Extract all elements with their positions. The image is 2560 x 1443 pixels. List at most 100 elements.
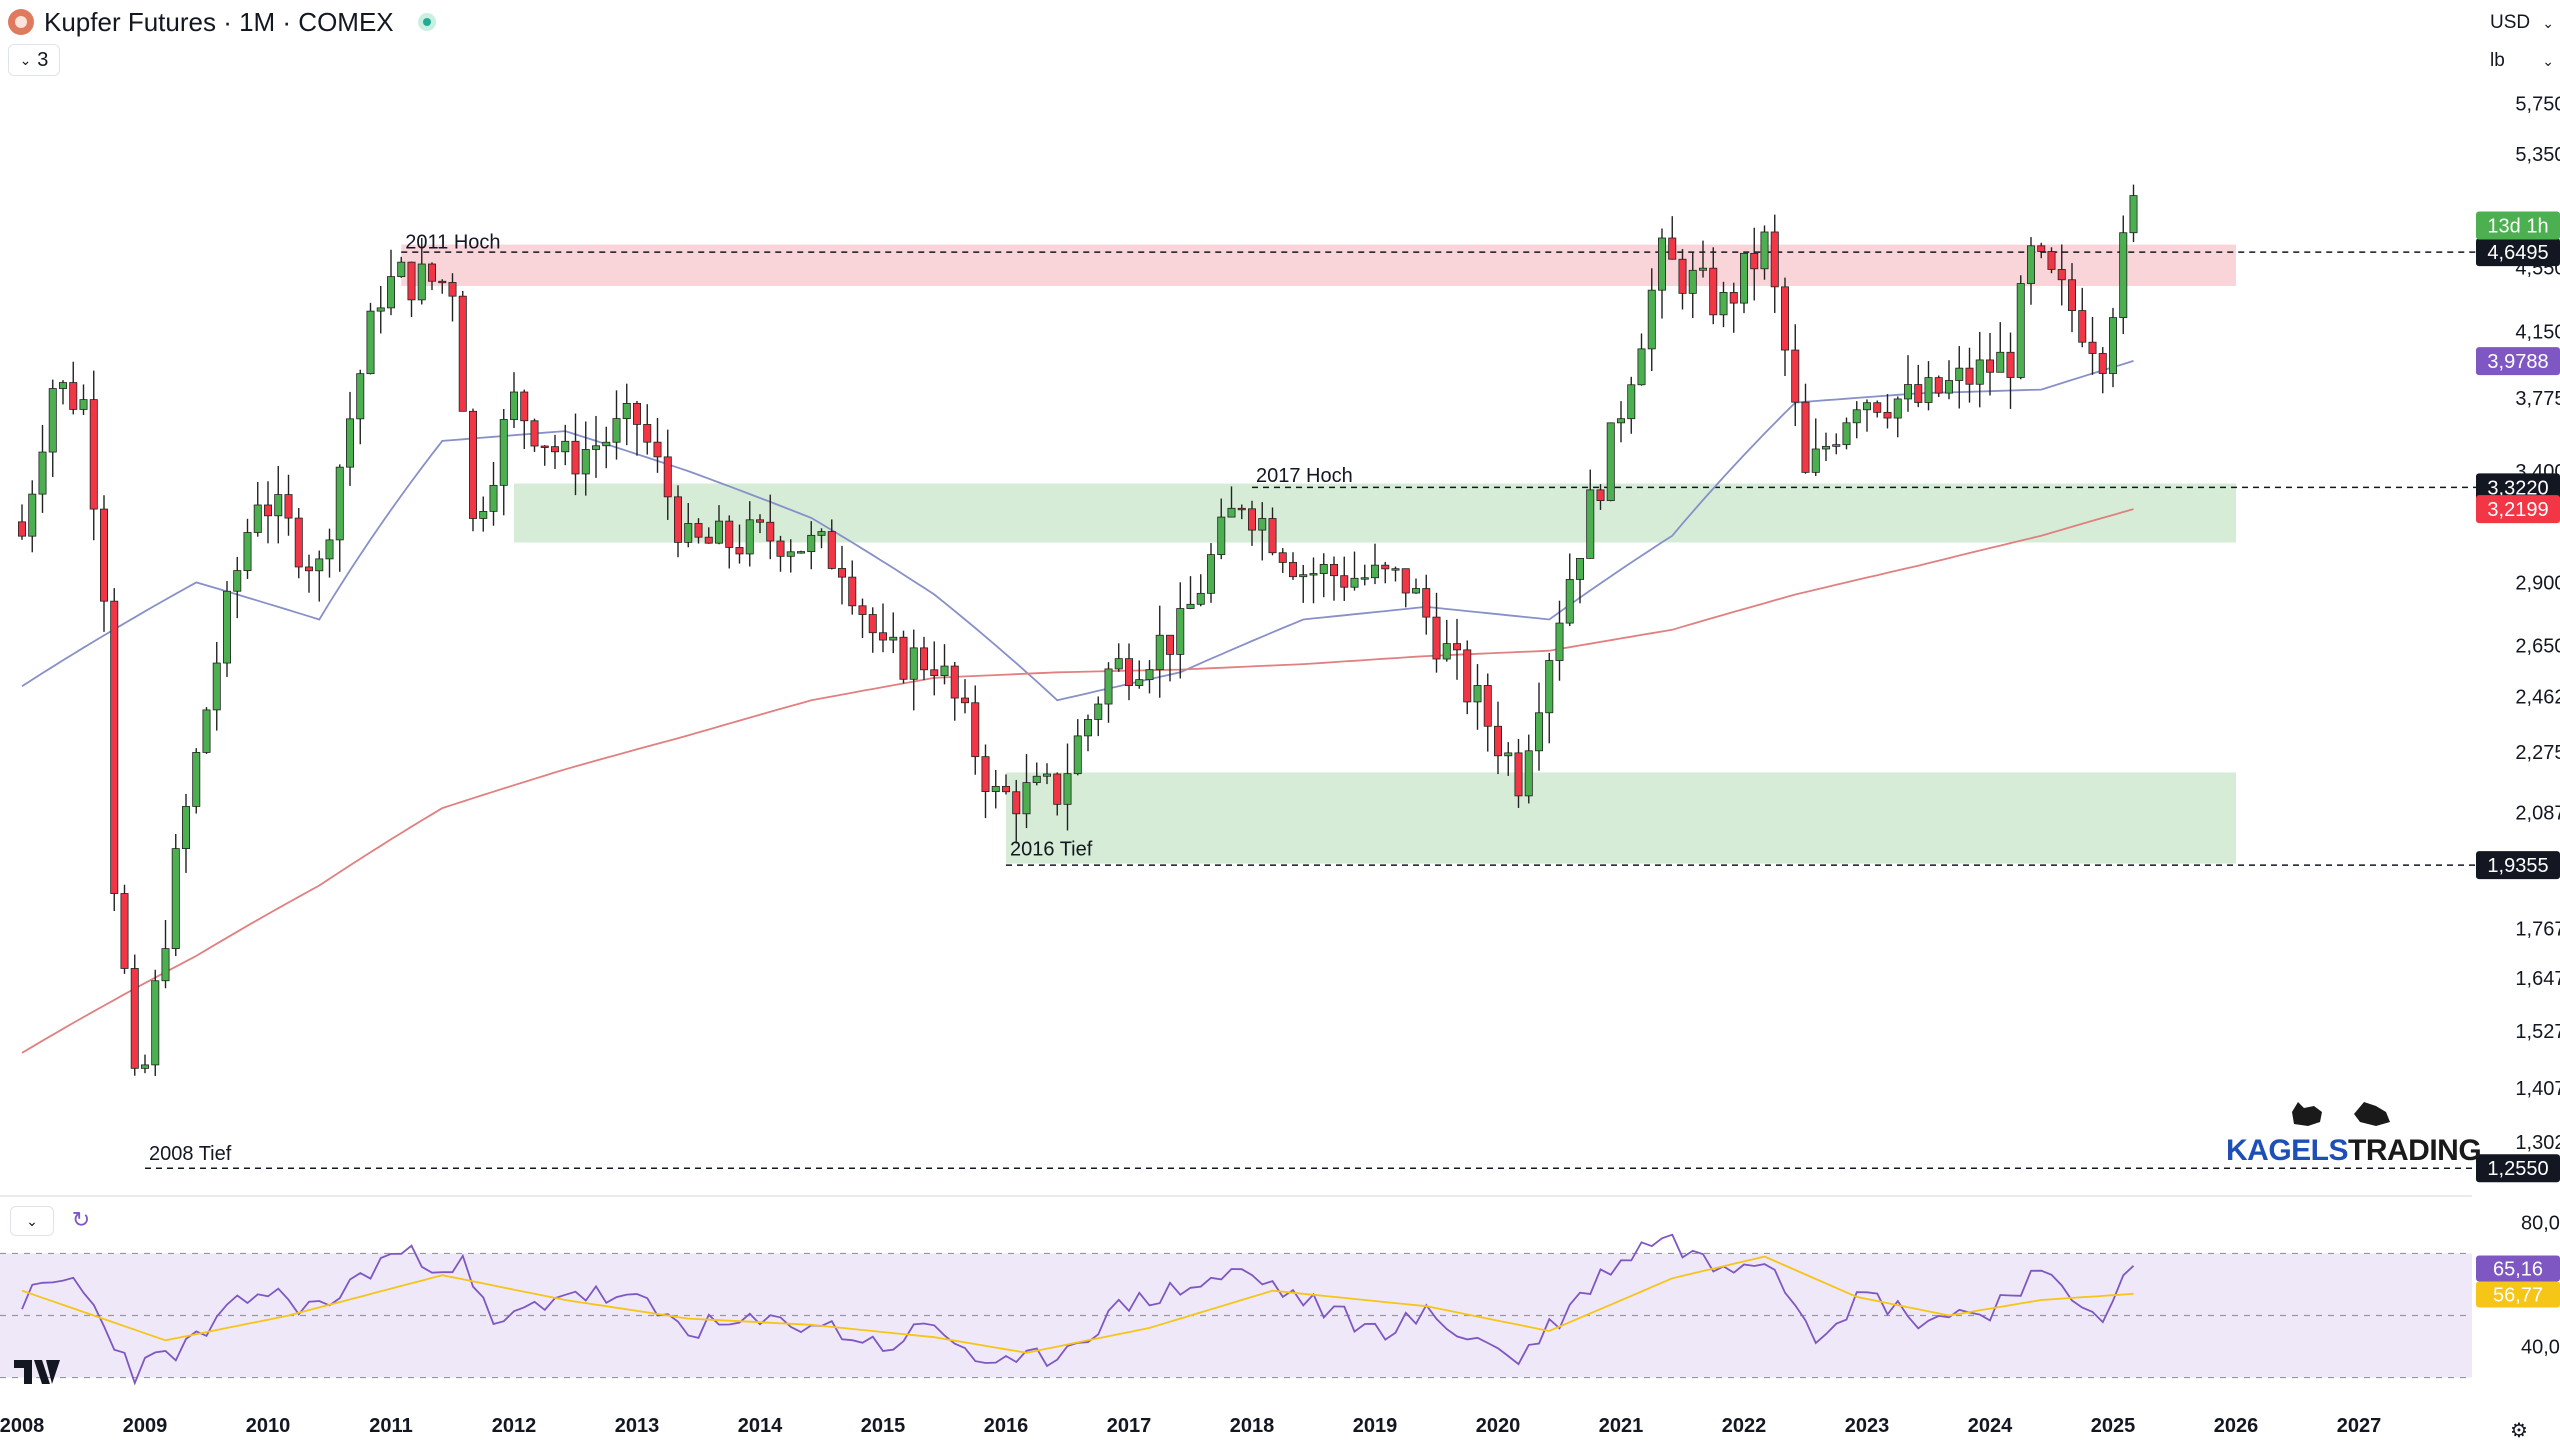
candle-body[interactable] (1330, 564, 1339, 577)
candle-body[interactable] (1760, 231, 1769, 270)
candle-body[interactable] (1750, 252, 1759, 270)
candle-body[interactable] (202, 709, 211, 753)
candle-body[interactable] (274, 494, 283, 517)
candle-body[interactable] (1391, 568, 1400, 571)
candle-body[interactable] (1371, 564, 1380, 579)
candle-body[interactable] (192, 752, 201, 807)
candle-body[interactable] (2108, 317, 2117, 374)
candle-body[interactable] (1483, 685, 1492, 727)
candle-body[interactable] (1668, 237, 1677, 260)
candle-body[interactable] (684, 523, 693, 543)
candle-body[interactable] (592, 445, 601, 450)
candle-body[interactable] (130, 968, 139, 1069)
candle-body[interactable] (161, 948, 170, 982)
candle-body[interactable] (489, 484, 498, 512)
candle-body[interactable] (581, 449, 590, 475)
candle-body[interactable] (448, 282, 457, 297)
candle-body[interactable] (479, 510, 488, 519)
candle-body[interactable] (1401, 568, 1410, 594)
candle-body[interactable] (1155, 634, 1164, 671)
candle-body[interactable] (233, 570, 242, 592)
candle-body[interactable] (315, 558, 324, 572)
candle-body[interactable] (961, 697, 970, 704)
candle-body[interactable] (151, 980, 160, 1066)
candle-body[interactable] (766, 521, 775, 542)
candle-body[interactable] (1453, 643, 1462, 651)
candle-body[interactable] (1094, 703, 1103, 720)
candle-body[interactable] (1832, 444, 1841, 447)
rsi-settings-button[interactable]: ↻ (66, 1206, 96, 1234)
candle-body[interactable] (1012, 791, 1021, 815)
candle-body[interactable] (1053, 773, 1062, 805)
candle-body[interactable] (181, 806, 190, 850)
rsi-ma-line[interactable] (21, 1255, 2134, 1354)
candle-body[interactable] (1637, 348, 1646, 386)
candle-body[interactable] (263, 504, 272, 517)
candle-body[interactable] (1309, 573, 1318, 576)
candle-body[interactable] (950, 665, 959, 699)
candle-body[interactable] (1688, 269, 1697, 294)
candle-body[interactable] (1934, 377, 1943, 394)
candle-body[interactable] (1145, 669, 1154, 681)
candle-body[interactable] (551, 446, 560, 453)
candle-body[interactable] (1955, 367, 1964, 381)
candle-body[interactable] (622, 402, 631, 419)
candle-body[interactable] (366, 310, 375, 375)
candle-body[interactable] (140, 1064, 149, 1069)
candle-body[interactable] (386, 276, 395, 309)
candle-body[interactable] (335, 466, 344, 541)
candle-body[interactable] (2098, 353, 2107, 374)
candle-body[interactable] (120, 893, 129, 969)
candle-body[interactable] (1770, 231, 1779, 288)
candle-body[interactable] (1248, 508, 1257, 531)
candle-body[interactable] (1002, 785, 1011, 793)
candle-body[interactable] (889, 636, 898, 641)
candle-body[interactable] (1022, 782, 1031, 815)
candle-body[interactable] (899, 636, 908, 680)
candle-body[interactable] (838, 568, 847, 578)
candle-body[interactable] (663, 456, 672, 498)
candle-body[interactable] (1873, 402, 1882, 413)
candle-body[interactable] (1893, 398, 1902, 419)
candle-body[interactable] (1524, 750, 1533, 797)
candle-body[interactable] (2047, 251, 2056, 270)
candle-body[interactable] (397, 261, 406, 278)
candle-body[interactable] (1442, 643, 1451, 660)
candle-body[interactable] (48, 388, 57, 453)
candle-body[interactable] (294, 517, 303, 568)
candle-body[interactable] (1299, 574, 1308, 578)
candle-body[interactable] (1842, 422, 1851, 446)
candle-body[interactable] (1729, 292, 1738, 304)
candle-body[interactable] (417, 263, 426, 301)
candle-body[interactable] (1627, 384, 1636, 420)
candle-body[interactable] (79, 399, 88, 410)
candle-body[interactable] (1576, 558, 1585, 580)
candle-body[interactable] (1073, 735, 1082, 775)
candle-body[interactable] (1104, 668, 1113, 705)
chart-title[interactable]: Kupfer Futures · 1M · COMEX (44, 6, 394, 37)
candle-body[interactable] (325, 539, 334, 560)
candle-body[interactable] (653, 441, 662, 458)
candle-body[interactable] (407, 261, 416, 301)
candle-body[interactable] (468, 410, 477, 519)
candle-body[interactable] (694, 523, 703, 538)
candle-body[interactable] (1658, 237, 1667, 291)
candle-body[interactable] (612, 418, 621, 443)
candle-body[interactable] (438, 280, 447, 284)
candle-body[interactable] (1822, 445, 1831, 450)
candle-body[interactable] (848, 576, 857, 607)
candle-body[interactable] (520, 391, 529, 422)
candle-body[interactable] (1555, 622, 1564, 661)
candle-body[interactable] (756, 519, 765, 523)
candle-body[interactable] (981, 756, 990, 793)
candle-body[interactable] (1268, 518, 1277, 554)
candle-body[interactable] (1176, 608, 1185, 655)
candle-body[interactable] (776, 540, 785, 557)
candle-body[interactable] (427, 263, 436, 282)
candle-body[interactable] (1699, 267, 1708, 271)
candle-body[interactable] (571, 440, 580, 475)
candle-body[interactable] (1032, 775, 1041, 784)
candle-body[interactable] (827, 531, 836, 569)
candle-body[interactable] (1863, 402, 1872, 411)
candle-body[interactable] (868, 614, 877, 634)
